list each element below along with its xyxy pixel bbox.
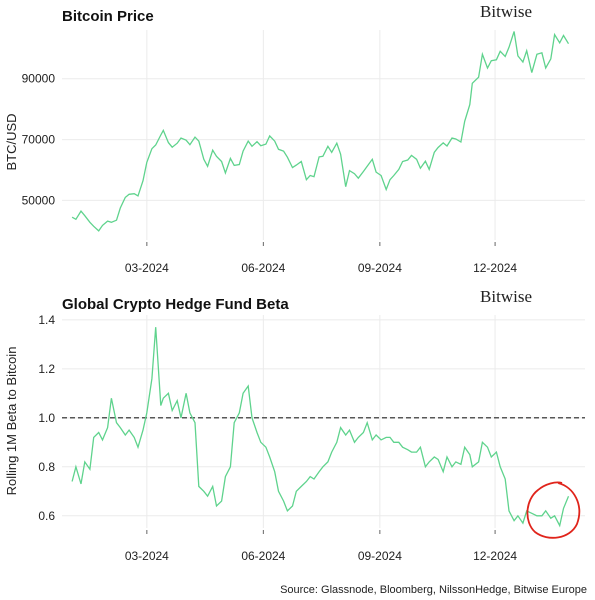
y-tick-label: 50000: [22, 193, 56, 207]
y-tick-labels: 0.6 0.8 1.0 1.2 1.4: [38, 313, 55, 523]
y-tick-labels: 50000 70000 90000: [22, 72, 56, 208]
x-tick-label: 09-2024: [358, 549, 402, 563]
y-axis-label: BTC/USD: [4, 113, 19, 170]
chart-title: Global Crypto Hedge Fund Beta: [62, 296, 289, 313]
y-tick-label: 1.2: [38, 362, 55, 376]
x-tick-label: 06-2024: [241, 549, 285, 563]
x-tick-labels: 03-2024 06-2024 09-2024 12-2024: [125, 549, 518, 563]
hedge-fund-beta-line: [71, 327, 570, 528]
gridlines: [62, 30, 585, 246]
x-tick-label: 06-2024: [241, 261, 285, 275]
y-axis-label: Rolling 1M Beta to Bitcoin: [4, 347, 19, 496]
y-tick-label: 1.4: [38, 313, 55, 327]
x-tick-label: 09-2024: [358, 261, 402, 275]
y-tick-label: 0.6: [38, 509, 55, 523]
btc-price-line: [71, 31, 570, 232]
x-tick-labels: 03-2024 06-2024 09-2024 12-2024: [125, 261, 518, 275]
bitwise-logo: Bitwise: [480, 2, 532, 21]
y-tick-label: 70000: [22, 133, 56, 147]
x-tick-label: 03-2024: [125, 549, 169, 563]
hedge-fund-beta-panel: Global Crypto Hedge Fund Beta Bitwise Ro…: [4, 287, 585, 563]
y-tick-label: 90000: [22, 72, 56, 86]
y-tick-label: 1.0: [38, 411, 55, 425]
source-note: Source: Glassnode, Bloomberg, NilssonHed…: [280, 584, 587, 596]
chart-title: Bitcoin Price: [62, 8, 154, 25]
x-tick-label: 12-2024: [473, 261, 517, 275]
bitcoin-price-panel: Bitcoin Price Bitwise BTC/USD 50000 7000…: [4, 2, 585, 275]
highlight-circle-annotation: [526, 481, 581, 539]
bitwise-logo: Bitwise: [480, 287, 532, 306]
x-tick-label: 03-2024: [125, 261, 169, 275]
x-tick-label: 12-2024: [473, 549, 517, 563]
y-tick-label: 0.8: [38, 460, 55, 474]
gridlines: [62, 315, 585, 534]
